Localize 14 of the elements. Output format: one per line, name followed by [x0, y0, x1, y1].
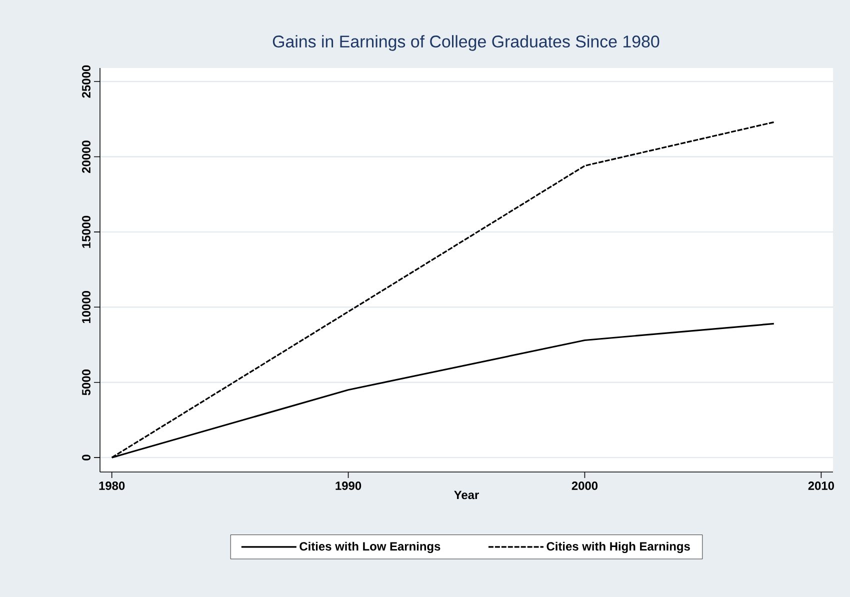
- y-tick-label: 20000: [82, 140, 90, 173]
- legend-label: Cities with Low Earnings: [300, 542, 440, 554]
- x-tick-label: 1990: [336, 482, 362, 490]
- y-tick-label: 25000: [82, 65, 90, 98]
- y-tick-label: 0: [82, 454, 90, 460]
- x-axis-title: Year: [454, 490, 479, 500]
- chart-title: Gains in Earnings of College Graduates Since 1980: [272, 35, 660, 51]
- x-tick-label: 2000: [572, 482, 598, 490]
- y-tick-label: 10000: [82, 291, 90, 324]
- y-tick-label: 15000: [82, 216, 90, 248]
- y-tick-label: 5000: [82, 370, 90, 396]
- x-tick-label: 1980: [99, 482, 125, 490]
- x-tick-label: 2010: [808, 482, 834, 490]
- legend-label: Cities with High Earnings: [546, 542, 690, 554]
